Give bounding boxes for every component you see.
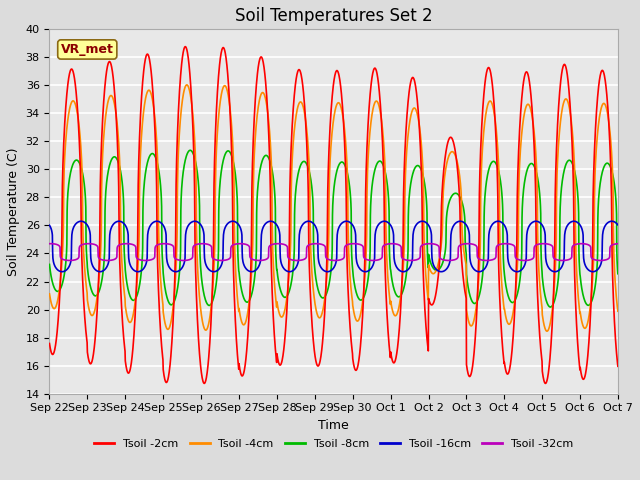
Y-axis label: Soil Temperature (C): Soil Temperature (C) (7, 147, 20, 276)
Title: Soil Temperatures Set 2: Soil Temperatures Set 2 (235, 7, 433, 25)
Legend: Tsoil -2cm, Tsoil -4cm, Tsoil -8cm, Tsoil -16cm, Tsoil -32cm: Tsoil -2cm, Tsoil -4cm, Tsoil -8cm, Tsoi… (90, 435, 578, 454)
X-axis label: Time: Time (319, 419, 349, 432)
Text: VR_met: VR_met (61, 43, 114, 56)
